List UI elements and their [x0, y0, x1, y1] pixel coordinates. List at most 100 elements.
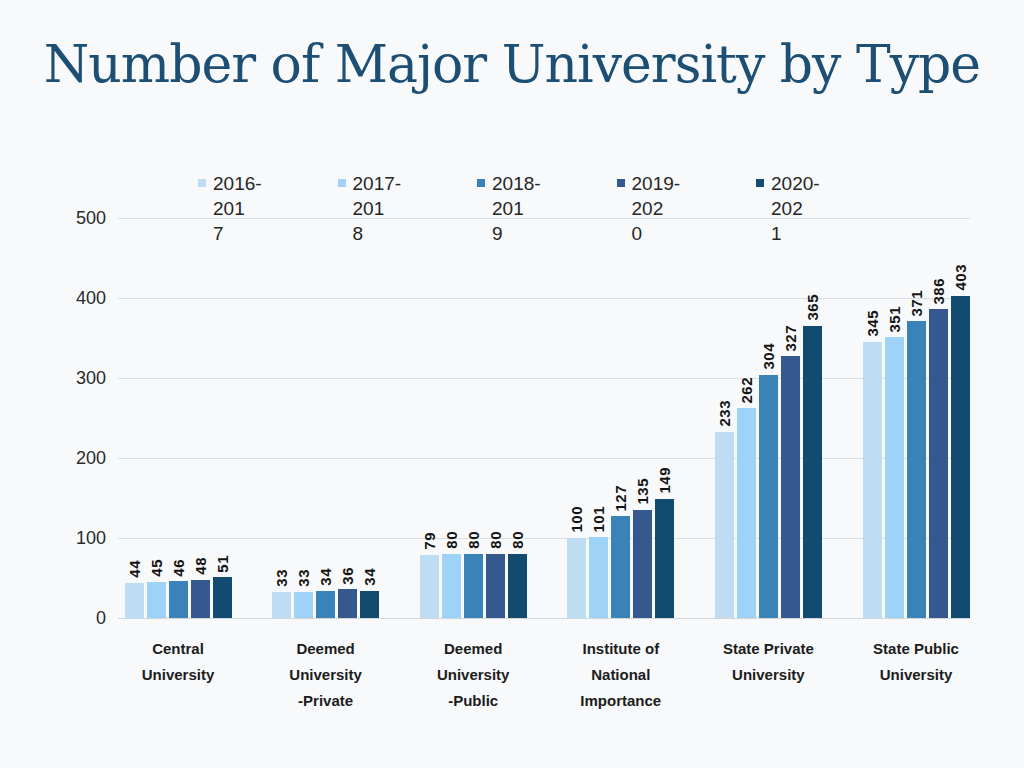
legend-swatch-icon: [338, 179, 346, 187]
bar-2019-2020: [486, 554, 505, 618]
bar-2018-2019: [464, 554, 483, 618]
category-label-line: Institute of: [543, 636, 699, 662]
bar-value-label: 149: [656, 467, 673, 494]
legend-item-2018-2019: 2018-2019: [477, 171, 541, 246]
bar-column: 101: [589, 506, 608, 618]
bar-column: 80: [508, 531, 527, 618]
legend-item-2016-2017: 2016-2017: [198, 171, 262, 246]
bar-value-label: 34: [361, 568, 378, 586]
bar-value-label: 33: [273, 569, 290, 587]
bar-value-label: 48: [192, 557, 209, 575]
category-label-line: Deemed: [395, 636, 551, 662]
bar-value-label: 44: [126, 560, 143, 578]
bar-column: 36: [338, 567, 357, 618]
legend-label: 2017-2018: [353, 171, 402, 246]
legend-label-line: 2017-201: [353, 171, 402, 221]
bar-2020-2021: [213, 577, 232, 618]
bar-2020-2021: [951, 296, 970, 618]
bar-column: 100: [567, 506, 586, 618]
bar-value-label: 233: [716, 400, 733, 427]
category-label-5: State PrivateUniversity: [690, 636, 846, 688]
legend-label-line: 2020-202: [771, 171, 820, 221]
category-label-3: DeemedUniversity-Public: [395, 636, 551, 714]
bar-column: 34: [316, 568, 335, 618]
category-label-line: -Private: [248, 688, 404, 714]
bar-2020-2021: [803, 326, 822, 618]
y-tick-label-500: 500: [36, 206, 106, 230]
legend-label: 2018-2019: [492, 171, 541, 246]
bar-2019-2020: [338, 589, 357, 618]
legend-item-2020-2021: 2020-2021: [756, 171, 820, 246]
bar-value-label: 365: [804, 294, 821, 321]
legend-label-line: 7: [213, 221, 262, 246]
legend-label-line: 2016-201: [213, 171, 262, 221]
bar-2016-2017: [567, 538, 586, 618]
y-tick-label-300: 300: [36, 366, 106, 390]
bar-column: 351: [885, 306, 904, 618]
category-label-line: -Public: [395, 688, 551, 714]
category-label-6: State PublicUniversity: [838, 636, 994, 688]
legend-swatch-icon: [617, 179, 625, 187]
bar-value-label: 403: [952, 264, 969, 291]
bar-value-label: 304: [760, 343, 777, 370]
bar-2019-2020: [633, 510, 652, 618]
legend-item-2017-2018: 2017-2018: [338, 171, 402, 246]
bar-2017-2018: [294, 592, 313, 618]
bar-column: 304: [759, 343, 778, 618]
bar-2016-2017: [125, 583, 144, 618]
bar-2017-2018: [589, 537, 608, 618]
category-label-line: University: [100, 662, 256, 688]
bar-column: 45: [147, 559, 166, 618]
bar-2016-2017: [715, 432, 734, 618]
y-tick-label-100: 100: [36, 526, 106, 550]
category-label-line: Central: [100, 636, 256, 662]
bar-column: 48: [191, 557, 210, 618]
category-label-line: University: [690, 662, 846, 688]
bar-column: 79: [420, 532, 439, 618]
bar-column: 345: [863, 310, 882, 618]
bar-value-label: 46: [170, 559, 187, 577]
bar-2018-2019: [611, 516, 630, 618]
y-tick-label-400: 400: [36, 286, 106, 310]
bar-value-label: 80: [443, 531, 460, 549]
bar-value-label: 327: [782, 325, 799, 352]
bar-column: 233: [715, 400, 734, 618]
bar-2016-2017: [420, 555, 439, 618]
legend-label-line: 2018-201: [492, 171, 541, 221]
bar-2018-2019: [907, 321, 926, 618]
bar-column: 371: [907, 290, 926, 618]
bar-column: 262: [737, 377, 756, 618]
bar-column: 403: [951, 264, 970, 618]
bar-2020-2021: [655, 499, 674, 618]
bar-column: 33: [294, 569, 313, 618]
gridline-y-200: [118, 458, 970, 459]
category-label-1: CentralUniversity: [100, 636, 256, 688]
category-label-line: University: [838, 662, 994, 688]
legend-label-line: 9: [492, 221, 541, 246]
y-tick-label-0: 0: [36, 606, 106, 630]
legend-swatch-icon: [756, 179, 764, 187]
bar-column: 365: [803, 294, 822, 618]
bar-column: 127: [611, 485, 630, 618]
gridline-y-0: [118, 618, 970, 619]
legend-label-line: 2019-202: [632, 171, 681, 221]
bar-value-label: 33: [295, 569, 312, 587]
category-label-line: Importance: [543, 688, 699, 714]
legend-label-line: 1: [771, 221, 820, 246]
chart-canvas: Number of Major University by Type 01002…: [0, 0, 1024, 768]
bar-value-label: 100: [568, 506, 585, 533]
bar-value-label: 101: [590, 506, 607, 533]
bar-value-label: 80: [465, 531, 482, 549]
gridline-y-300: [118, 378, 970, 379]
gridline-y-100: [118, 538, 970, 539]
bar-2019-2020: [781, 356, 800, 618]
legend-label: 2020-2021: [771, 171, 820, 246]
bar-value-label: 80: [509, 531, 526, 549]
legend-item-2019-2020: 2019-2020: [617, 171, 681, 246]
bar-value-label: 45: [148, 559, 165, 577]
bar-group-6: 345351371386403: [863, 170, 970, 618]
category-label-line: National: [543, 662, 699, 688]
bar-column: 51: [213, 555, 232, 618]
category-label-line: State Public: [838, 636, 994, 662]
legend-swatch-icon: [198, 179, 206, 187]
